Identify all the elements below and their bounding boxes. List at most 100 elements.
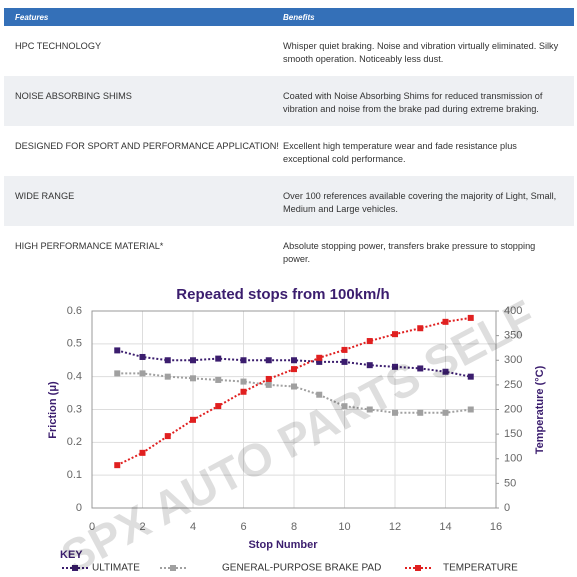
y2-tick-label: 300 [504, 354, 522, 366]
point [114, 462, 121, 469]
chart-title: Repeated stops from 100km/h [176, 286, 389, 303]
point [442, 318, 449, 325]
point [392, 331, 398, 338]
point [265, 381, 272, 388]
y-tick-label: 0.3 [67, 403, 82, 415]
legend-label: TEMPERATURE [443, 563, 518, 574]
x-tick-label: 4 [190, 521, 196, 533]
table-row: NOISE ABSORBING SHIMS Coated with Noise A… [4, 76, 574, 126]
table-row: HPC TECHNOLOGY Whisper quiet braking. Noi… [4, 26, 574, 76]
legend-title: KEY [60, 549, 83, 561]
x-tick-label: 12 [389, 521, 401, 533]
table-row: WIDE RANGE Over 100 references available … [4, 176, 574, 226]
feature-cell: HPC TECHNOLOGY [15, 41, 102, 51]
point [215, 403, 222, 410]
benefit-cell: Excellent high temperature wear and fade… [283, 141, 517, 164]
benefit-cell: Whisper quiet braking. Noise and vibrati… [283, 41, 559, 64]
point [442, 368, 449, 375]
point [366, 338, 373, 345]
point [467, 314, 474, 321]
y2-axis-title: Temperature (°C) [534, 365, 546, 454]
point [215, 355, 222, 362]
y-tick-label: 0.6 [67, 305, 82, 317]
y2-tick-label: 250 [504, 379, 522, 391]
point [467, 406, 474, 413]
y2-tick-label: 350 [504, 330, 522, 342]
benefit-cell: Coated with Noise Absorbing Shims for re… [283, 91, 543, 114]
table-body: HPC TECHNOLOGY Whisper quiet braking. Noi… [4, 26, 574, 276]
point [139, 449, 146, 456]
x-tick-label: 6 [240, 521, 246, 533]
y-tick-label: 0.1 [67, 469, 82, 481]
point [366, 362, 373, 369]
x-tick-label: 8 [291, 521, 297, 533]
point [139, 353, 146, 360]
feature-cell: WIDE RANGE [15, 191, 75, 201]
y-tick-label: 0 [76, 502, 82, 514]
benefit-cell: Over 100 references available covering t… [283, 191, 557, 214]
point [341, 358, 348, 365]
point [316, 354, 323, 361]
y2-tick-label: 0 [504, 502, 510, 514]
point [392, 409, 398, 416]
point [417, 409, 424, 416]
point [240, 357, 247, 364]
x-tick-label: 0 [89, 521, 95, 533]
point [164, 433, 171, 440]
point [265, 375, 272, 382]
table-row: DESIGNED FOR SPORT AND PERFORMANCE APPLI… [4, 126, 574, 176]
table-header: Features Benefits [4, 8, 574, 26]
y-axis-title: Friction (μ) [47, 381, 59, 439]
x-tick-label: 16 [490, 521, 502, 533]
point [442, 409, 449, 416]
legend-swatch [415, 565, 421, 571]
point [392, 363, 398, 370]
point [417, 325, 424, 332]
chart: Repeated stops from 100km/h Stop Number … [47, 286, 546, 574]
point [467, 373, 474, 380]
point [215, 376, 222, 383]
point [114, 347, 121, 354]
x-axis-title: Stop Number [248, 539, 318, 551]
features-table: Features Benefits HPC TECHNOLOGY Whisper … [4, 8, 574, 276]
y2-tick-label: 150 [504, 428, 522, 440]
point [417, 365, 424, 372]
y-tick-label: 0.2 [67, 436, 82, 448]
point [139, 370, 146, 377]
legend-label: GENERAL-PURPOSE BRAKE PAD [222, 563, 381, 574]
y2-tick-label: 200 [504, 403, 522, 415]
y2-tick-label: 50 [504, 477, 516, 489]
point [291, 383, 297, 390]
point [190, 375, 196, 382]
point [316, 391, 323, 398]
point [240, 388, 247, 395]
benefit-cell: Absolute stopping power, transfers brake… [283, 241, 536, 264]
point [190, 357, 196, 364]
point [164, 357, 171, 364]
table-row: HIGH PERFORMANCE MATERIAL* Absolute stopp… [4, 226, 574, 276]
y2-tick-label: 400 [504, 305, 522, 317]
header-cell: Features [15, 12, 49, 22]
point [316, 358, 323, 365]
y2-tick-label: 100 [504, 453, 522, 465]
point [240, 378, 247, 385]
point [341, 346, 348, 353]
point [265, 357, 272, 364]
feature-cell: NOISE ABSORBING SHIMS [15, 91, 132, 101]
x-tick-label: 10 [338, 521, 350, 533]
legend-label: ULTIMATE [92, 563, 140, 574]
point [366, 406, 373, 413]
legend-swatch [72, 565, 78, 571]
point [341, 403, 348, 410]
x-tick-label: 14 [439, 521, 451, 533]
y-tick-label: 0.4 [67, 371, 82, 383]
header-cell: Benefits [283, 12, 315, 22]
point [114, 370, 121, 377]
feature-cell: DESIGNED FOR SPORT AND PERFORMANCE APPLI… [15, 141, 279, 151]
feature-cell: HIGH PERFORMANCE MATERIAL* [15, 241, 164, 251]
y-tick-label: 0.5 [67, 338, 82, 350]
x-tick-label: 2 [139, 521, 145, 533]
legend-swatch [170, 565, 176, 571]
point [164, 373, 171, 380]
